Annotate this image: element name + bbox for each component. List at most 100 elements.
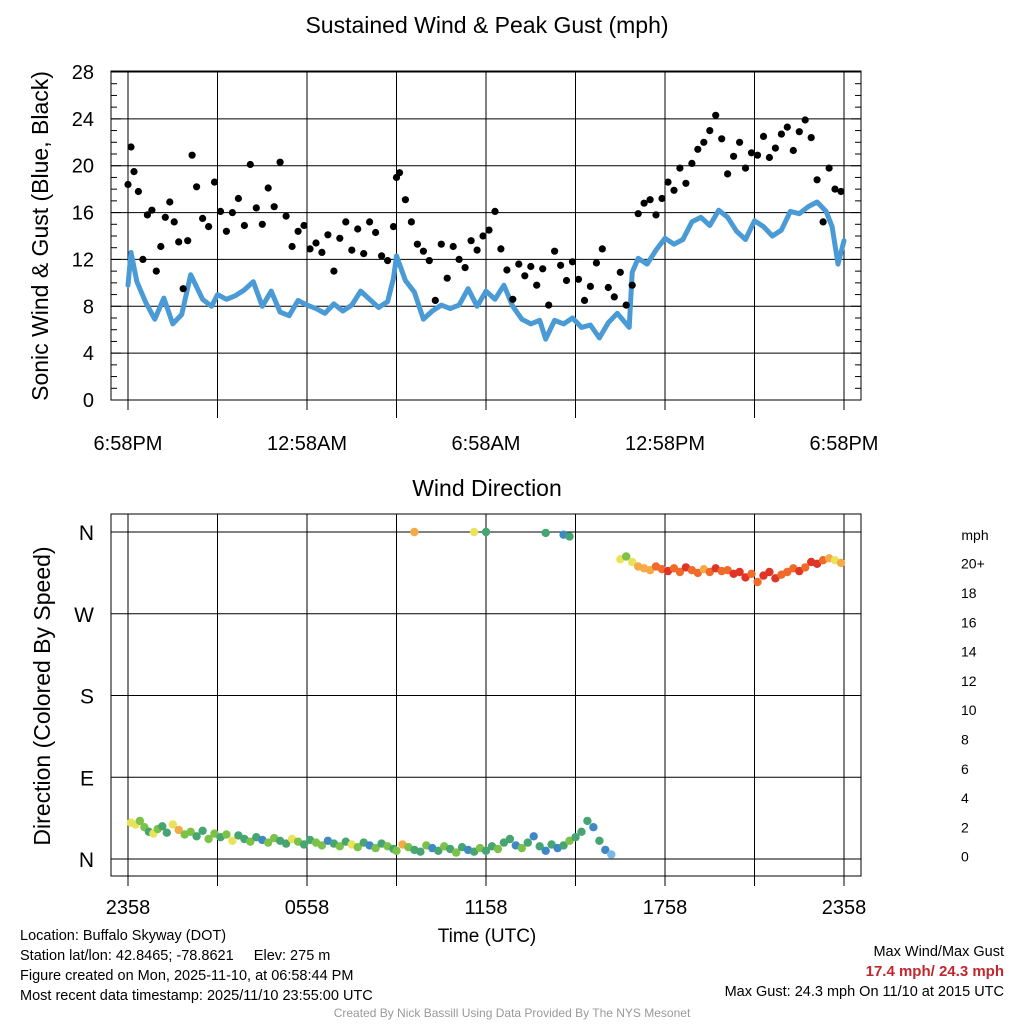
gust-point <box>360 250 368 258</box>
wind-direction-ylabel: Direction (Colored By Speed) <box>29 546 55 845</box>
direction-point <box>571 833 580 842</box>
wind-direction-ytick-label: S <box>80 686 94 709</box>
gust-point <box>413 240 421 248</box>
direction-point <box>416 847 425 856</box>
gust-point <box>628 281 636 289</box>
colorbar-label: 14 <box>961 644 977 660</box>
gust-point <box>497 245 505 253</box>
gust-point <box>724 170 732 178</box>
gust-point <box>545 301 553 309</box>
gust-point <box>825 164 833 172</box>
colorbar-label: 18 <box>961 585 977 601</box>
direction-point <box>589 823 598 832</box>
gust-point <box>747 149 756 157</box>
direction-point <box>675 567 685 577</box>
direction-point <box>836 558 846 568</box>
gust-point <box>801 116 809 124</box>
colorbar-label: 6 <box>961 761 969 777</box>
gust-point <box>455 255 463 263</box>
wind-gust-title: Sustained Wind & Peak Gust (mph) <box>305 12 668 38</box>
direction-point <box>281 839 291 848</box>
gust-point <box>753 151 762 159</box>
colorbar-label: 10 <box>961 702 977 718</box>
direction-point <box>607 850 616 859</box>
station-elevation: Elev: 275 m <box>253 948 331 964</box>
gust-point <box>152 267 160 275</box>
direction-point <box>452 848 461 857</box>
gust-point <box>706 127 714 135</box>
gust-point <box>700 138 708 146</box>
gust-point <box>425 257 433 265</box>
wind-gust-panel: Sustained Wind & Peak Gust (mph) 0 4 8 12 16… <box>27 12 878 455</box>
gust-point <box>622 301 630 309</box>
gust-point <box>491 207 499 215</box>
gust-point <box>688 159 696 167</box>
direction-point <box>595 836 604 845</box>
gust-point <box>777 130 786 138</box>
gust-point <box>389 223 398 231</box>
direction-point <box>753 577 762 587</box>
gust-point <box>467 237 475 245</box>
wind-direction-xtick-label: 0558 <box>285 897 330 919</box>
direction-point <box>801 563 810 572</box>
wind-direction-title: Wind Direction <box>412 475 562 501</box>
gust-point <box>258 220 266 228</box>
gust-point <box>431 296 439 304</box>
direction-point <box>353 843 362 852</box>
gust-point <box>234 194 242 203</box>
gust-point <box>193 183 201 191</box>
gust-point <box>640 199 648 207</box>
colorbar-label: 8 <box>961 731 969 747</box>
gust-point <box>210 178 219 186</box>
wind-gust-xtick-label: 6:58PM <box>94 433 163 455</box>
direction-point <box>392 846 401 855</box>
max-title: Max Wind/Max Gust <box>873 944 1004 960</box>
colorbar-label: 12 <box>961 673 977 689</box>
gust-point <box>246 160 254 169</box>
location-text: Location: Buffalo Skyway (DOT) <box>20 928 227 944</box>
gust-point <box>562 276 571 285</box>
gust-point <box>712 111 720 119</box>
station-line: Station lat/lon: 42.8465; -78.8621 Elev:… <box>20 946 373 966</box>
direction-point <box>517 843 526 853</box>
wind-direction-xtick-label: 2358 <box>822 897 867 919</box>
gust-point <box>330 267 338 275</box>
wind-gust-xtick-label: 6:58AM <box>452 433 521 455</box>
direction-point <box>747 569 756 578</box>
direction-point <box>628 557 637 567</box>
gust-point <box>670 186 678 194</box>
gust-point <box>819 218 827 226</box>
wind-gust-ytick-label: 28 <box>72 62 94 84</box>
gust-point <box>184 237 192 245</box>
gust-point <box>485 226 493 234</box>
credit-text: Created By Nick Bassill Using Data Provi… <box>333 1006 691 1020</box>
wind-gust-xtick-label: 6:58PM <box>810 433 879 455</box>
gust-point <box>807 134 815 142</box>
gust-point <box>521 272 529 280</box>
direction-point <box>198 826 207 835</box>
gust-point <box>378 252 386 260</box>
gust-point <box>161 213 169 221</box>
gust-point <box>533 281 541 289</box>
direction-point <box>493 844 503 854</box>
direction-point <box>246 837 255 846</box>
wind-direction-xtick-label: 1158 <box>464 897 507 919</box>
gust-point <box>384 257 392 265</box>
gust-point <box>568 258 577 266</box>
direction-point <box>174 825 183 835</box>
direction-point <box>335 842 344 851</box>
direction-point <box>523 838 532 847</box>
station-latlon: Station lat/lon: 42.8465; -78.8621 <box>20 948 234 964</box>
gust-point <box>718 135 726 143</box>
gust-point <box>216 207 225 215</box>
gust-point <box>288 242 296 251</box>
gust-point <box>765 153 774 162</box>
gust-point <box>509 295 517 303</box>
gust-point <box>503 266 511 274</box>
wind-direction-ticks: N E S W N 2358 0558 1158 1758 2358 <box>74 522 866 919</box>
wind-gust-ylabel: Sonic Wind & Gust (Blue, Black) <box>27 71 53 401</box>
gust-point <box>479 232 487 240</box>
direction-point <box>577 827 586 836</box>
wind-direction-series <box>126 527 846 859</box>
